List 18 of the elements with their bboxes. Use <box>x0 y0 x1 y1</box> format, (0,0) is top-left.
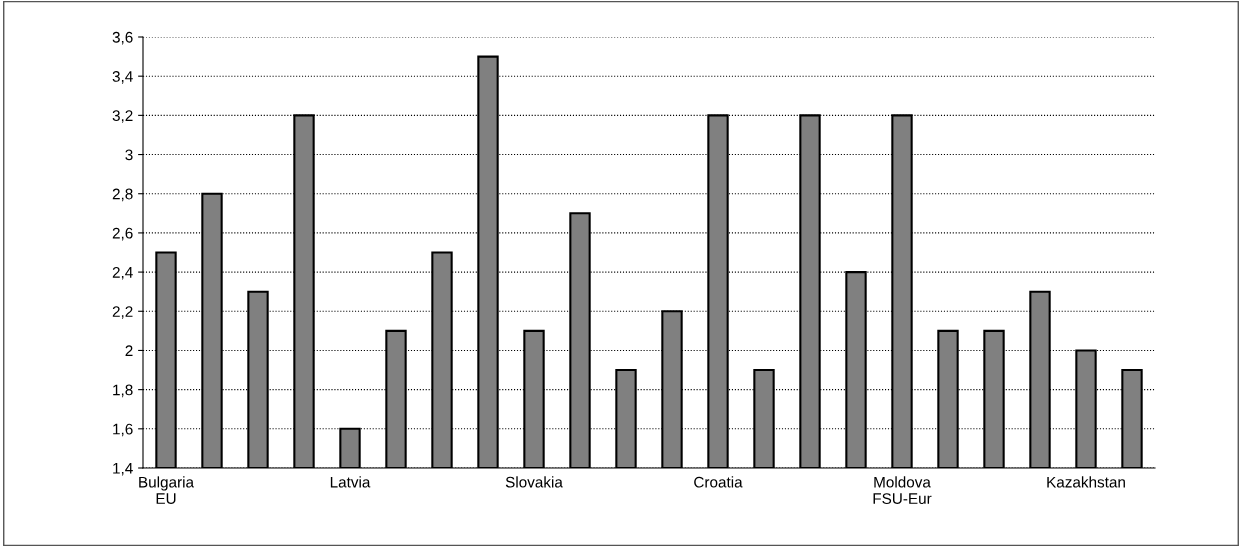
y-tick-label: 3,6 <box>112 31 133 45</box>
y-tick-label: 3,4 <box>112 71 133 84</box>
y-tick-label: 2 <box>125 345 133 356</box>
y-tick-label: 1,6 <box>113 423 133 437</box>
y-tick-label: 1,8 <box>113 384 133 398</box>
x-tick-label: Kazakhstan <box>1047 476 1125 488</box>
x-tick-label: Moldova FSU-Eur <box>873 476 932 505</box>
y-tick-label: 1,4 <box>113 463 133 476</box>
x-tick-label: Bulgaria EU <box>139 476 195 505</box>
y-tick-label: 2,8 <box>112 188 133 202</box>
y-tick-label: 3 <box>125 149 133 161</box>
x-tick-label: Croatia <box>694 476 743 488</box>
y-tick-label: 2,2 <box>112 306 133 319</box>
y-tick-label: 3,2 <box>112 110 133 123</box>
y-tick-label: 2,6 <box>112 227 133 241</box>
y-tick-label: 2,4 <box>112 266 133 280</box>
x-tick-label: Latvia <box>330 476 371 488</box>
x-tick-label: Slovakia <box>505 476 563 488</box>
